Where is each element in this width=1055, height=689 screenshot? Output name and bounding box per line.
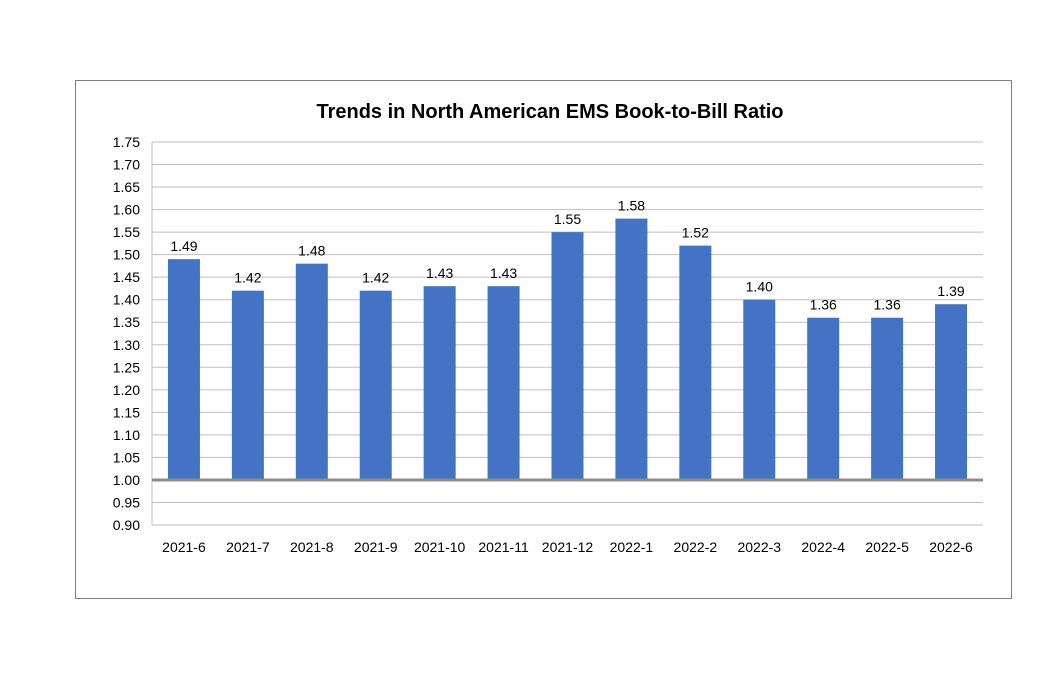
bar: [167, 259, 200, 480]
bar: [807, 317, 840, 480]
x-tick-label: 2021-11: [478, 539, 529, 555]
y-tick-label: 1.20: [113, 382, 140, 398]
x-tick-label: 2021-9: [354, 539, 398, 555]
y-tick-label: 1.40: [113, 292, 140, 308]
bar: [679, 245, 712, 480]
data-label: 1.36: [873, 297, 900, 313]
y-tick-label: 1.65: [113, 179, 140, 195]
y-tick-label: 1.35: [113, 314, 140, 330]
data-label: 1.49: [170, 238, 197, 254]
bar: [231, 290, 264, 480]
x-tick-label: 2021-12: [542, 539, 594, 555]
y-tick-label: 1.30: [113, 337, 140, 353]
y-tick-label: 1.70: [113, 157, 140, 173]
data-label: 1.42: [362, 270, 389, 286]
x-tick-label: 2021-6: [162, 539, 206, 555]
bar: [871, 317, 904, 480]
y-tick-label: 1.50: [113, 247, 140, 263]
x-tick-label: 2022-6: [929, 539, 973, 555]
bar: [295, 263, 328, 480]
y-tick-label: 0.90: [113, 517, 140, 533]
data-label: 1.55: [554, 211, 581, 227]
y-tick-label: 1.10: [113, 427, 140, 443]
y-axis-ticks: 0.90 0.95 1.00 1.05 1.10 1.15 1.20 1.25 1.30 1.35…: [113, 134, 140, 533]
data-label: 1.48: [298, 243, 325, 259]
chart-frame: Trends in North American EMS Book-to-Bil…: [75, 80, 1012, 599]
chart-title: Trends in North American EMS Book-to-Bil…: [316, 101, 783, 123]
y-tick-label: 1.15: [113, 404, 140, 420]
bar: [551, 232, 584, 480]
y-tick-label: 1.25: [113, 359, 140, 375]
x-tick-label: 2022-5: [865, 539, 909, 555]
x-axis-ticks: 2021-6 2021-7 2021-8 2021-9 2021-10 2021-11 20…: [162, 539, 973, 555]
bar: [487, 286, 520, 480]
y-tick-label: 1.60: [113, 202, 140, 218]
x-tick-label: 2022-3: [737, 539, 781, 555]
bar: [935, 304, 968, 480]
y-tick-label: 1.75: [113, 134, 140, 150]
data-label: 1.58: [618, 198, 645, 214]
y-tick-label: 1.00: [113, 472, 140, 488]
data-label: 1.43: [426, 265, 453, 281]
y-tick-label: 1.05: [113, 449, 140, 465]
data-label: 1.43: [490, 265, 517, 281]
data-label: 1.40: [746, 279, 773, 295]
data-label: 1.36: [810, 297, 837, 313]
bar: [615, 218, 648, 480]
bar: [359, 290, 392, 480]
data-label: 1.42: [234, 270, 261, 286]
bars: [167, 218, 968, 480]
data-labels: 1.49 1.42 1.48 1.42 1.43 1.43 1.55 1.58 1.52 1.40…: [170, 198, 965, 313]
x-tick-label: 2022-1: [610, 539, 654, 555]
data-label: 1.39: [937, 283, 964, 299]
x-tick-label: 2021-8: [290, 539, 334, 555]
bar: [423, 286, 456, 480]
x-tick-label: 2022-2: [674, 539, 718, 555]
y-tick-label: 0.95: [113, 494, 140, 510]
data-label: 1.52: [682, 225, 709, 241]
y-tick-label: 1.45: [113, 269, 140, 285]
x-tick-label: 2022-4: [801, 539, 845, 555]
x-tick-label: 2021-10: [414, 539, 466, 555]
bar-chart: Trends in North American EMS Book-to-Bil…: [113, 101, 983, 555]
bar: [743, 299, 776, 480]
x-tick-label: 2021-7: [226, 539, 270, 555]
y-tick-label: 1.55: [113, 224, 140, 240]
